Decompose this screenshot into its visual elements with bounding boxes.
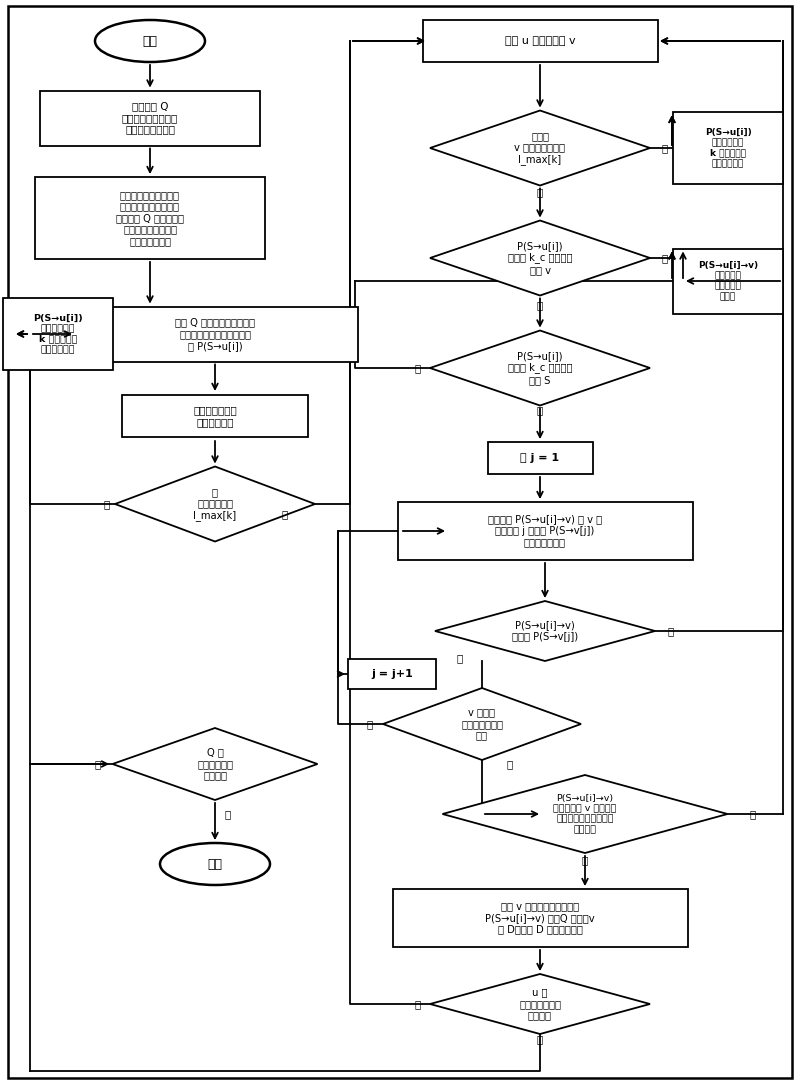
Text: 给该路径做标记
以免重复选取: 给该路径做标记 以免重复选取 [193, 405, 237, 427]
Bar [122, 395, 307, 437]
Ellipse shape [95, 20, 205, 62]
Text: 是: 是 [225, 809, 231, 819]
Text: 令 j = 1: 令 j = 1 [521, 453, 559, 463]
Text: 是: 是 [537, 1034, 543, 1044]
Text: 否: 否 [457, 653, 463, 662]
Polygon shape [113, 728, 318, 800]
Bar [398, 502, 693, 560]
Polygon shape [383, 689, 581, 760]
Text: 选取 u 的邻接节点 v: 选取 u 的邻接节点 v [505, 36, 575, 46]
Text: 否: 否 [750, 809, 756, 819]
Text: 更新 v 中的路径的列表并将
P(S→u[i]→v) 放入Q 中，若v
是 D，更新 D 中的代价队列: 更新 v 中的路径的列表并将 P(S→u[i]→v) 放入Q 中，若v 是 D，… [485, 901, 595, 935]
Text: 是: 是 [507, 759, 513, 769]
Text: 结束: 结束 [207, 858, 222, 871]
Bar [35, 177, 265, 258]
Text: 是: 是 [282, 509, 288, 519]
Bar [348, 659, 436, 689]
Text: 是: 是 [415, 363, 421, 372]
Polygon shape [430, 111, 650, 186]
Text: 判断路径 P(S→u[i]→v) 与 v 列
表中的第 j 条路径 P(S→v[j])
之间的控制状况: 判断路径 P(S→u[i]→v) 与 v 列 表中的第 j 条路径 P(S→v[… [488, 515, 602, 547]
Bar [422, 20, 658, 62]
Text: 否: 否 [104, 498, 110, 509]
Polygon shape [430, 220, 650, 295]
Text: 否: 否 [537, 300, 543, 310]
Text: 否: 否 [662, 143, 668, 153]
Text: P(S→u[i])
的末尾 k_c 个节点中
含有 v: P(S→u[i]) 的末尾 k_c 个节点中 含有 v [508, 241, 572, 275]
Bar [673, 249, 783, 314]
Text: P(S→u[i]→v)
的代价小于 v 列表中归
一化非线性代价最大的
一条路径: P(S→u[i]→v) 的代价小于 v 列表中归 一化非线性代价最大的 一条路径 [554, 794, 617, 834]
Polygon shape [115, 467, 315, 542]
Text: u 的
所有邻接节点都
使用过了: u 的 所有邻接节点都 使用过了 [519, 987, 561, 1021]
Text: P(S→u[i])
的末尾 k_c 个节点中
含有 S: P(S→u[i]) 的末尾 k_c 个节点中 含有 S [508, 351, 572, 386]
Text: 否: 否 [537, 405, 543, 415]
Text: P(S→u[i])
不可能成为前
k 条最短完全
路径的一部分: P(S→u[i]) 不可能成为前 k 条最短完全 路径的一部分 [33, 314, 83, 354]
Text: 选取 Q 中归一化非线性代价
下限的预测值最小的一条路
径 P(S→u[i]): 选取 Q 中归一化非线性代价 下限的预测值最小的一条路 径 P(S→u[i]) [175, 317, 255, 351]
Bar [40, 90, 260, 146]
Text: 开始: 开始 [142, 35, 158, 48]
Bar [73, 306, 358, 362]
Text: 将与源节点有邻接关系
的节点列表中的第一条
路径放入 Q 中，其代价
用相应链路的归一化
非线性代价表示: 将与源节点有邻接关系 的节点列表中的第一条 路径放入 Q 中，其代价 用相应链路… [116, 190, 184, 247]
Bar [673, 112, 783, 184]
Bar [393, 889, 687, 947]
Text: P(S→u[i]→v)
不可能成为
有效路径的
一部分: P(S→u[i]→v) 不可能成为 有效路径的 一部分 [698, 261, 758, 301]
Text: 设置集合 Q
容纳当前获得的各个
节点的全部子路径: 设置集合 Q 容纳当前获得的各个 节点的全部子路径 [122, 101, 178, 135]
Text: 否: 否 [367, 719, 373, 729]
Text: j = j+1: j = j+1 [371, 669, 413, 679]
Text: 是: 是 [582, 855, 588, 866]
Text: 是: 是 [667, 626, 674, 636]
Text: Q 中
所有的路径都
选取过了: Q 中 所有的路径都 选取过了 [197, 747, 233, 781]
Text: 否: 否 [415, 999, 421, 1009]
Text: P(S→u[i])
不可能成为前
k 条最短完全
路径的一部分: P(S→u[i]) 不可能成为前 k 条最短完全 路径的一部分 [705, 128, 751, 168]
Text: P(S→u[i]→v)
受控于 P(S→v[j]): P(S→u[i]→v) 受控于 P(S→v[j]) [512, 620, 578, 642]
Text: 是: 是 [662, 253, 668, 263]
Text: v 列表中
所有路径都使用
过了: v 列表中 所有路径都使用 过了 [461, 707, 503, 741]
Polygon shape [442, 775, 727, 853]
Polygon shape [435, 601, 655, 661]
Ellipse shape [160, 843, 270, 885]
Text: 是: 是 [537, 187, 543, 197]
Text: 否: 否 [95, 759, 101, 769]
Text: 延伸到
v 后预测值不大于
l_max[k]: 延伸到 v 后预测值不大于 l_max[k] [514, 131, 566, 165]
Text: 该
预测值不大于
l_max[k]: 该 预测值不大于 l_max[k] [194, 487, 237, 521]
Polygon shape [430, 974, 650, 1034]
Bar [3, 298, 113, 370]
Bar [487, 442, 593, 473]
Polygon shape [430, 330, 650, 405]
